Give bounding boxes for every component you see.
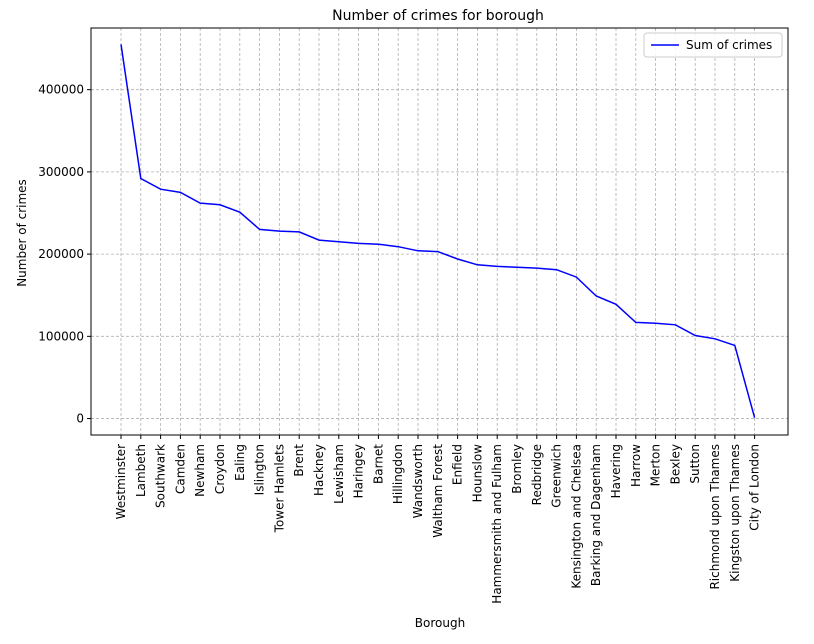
x-tick-label: Redbridge (530, 444, 544, 505)
x-tick-label: Barking and Dagenham (589, 444, 603, 586)
data-point (714, 338, 716, 340)
x-tick-label: Lewisham (332, 444, 346, 504)
series-layer (120, 43, 756, 419)
x-tick-label: Merton (649, 444, 663, 486)
x-tick-label: Brent (292, 444, 306, 477)
data-point (536, 267, 538, 269)
data-point (377, 243, 379, 245)
x-tick-label: Sutton (688, 444, 702, 484)
x-tick-label: Enfield (451, 444, 465, 485)
data-point (239, 211, 241, 213)
x-tick-label: Havering (609, 444, 623, 498)
data-point (417, 250, 419, 252)
legend-label: Sum of crimes (686, 38, 772, 52)
x-tick-label: City of London (748, 444, 762, 531)
x-tick-label: Islington (253, 444, 267, 495)
data-point (595, 295, 597, 297)
y-tick-label: 200000 (38, 247, 84, 261)
x-tick-label: Croydon (213, 444, 227, 494)
data-point (575, 276, 577, 278)
x-tick-label: Bromley (510, 444, 524, 494)
y-tick-label: 0 (76, 412, 84, 426)
data-point (694, 335, 696, 337)
x-tick-label: Barnet (371, 444, 385, 484)
x-tick-label: Ealing (233, 444, 247, 481)
data-point (674, 324, 676, 326)
x-tick-label: Westminster (114, 444, 128, 519)
series-line (120, 44, 756, 418)
data-point (476, 264, 478, 266)
y-axis: 0 100000 200000 300000 400000 (38, 83, 91, 426)
y-tick-label: 100000 (38, 329, 84, 343)
x-tick-label: Lambeth (134, 444, 148, 497)
plot-frame (90, 27, 789, 436)
data-point (754, 417, 756, 419)
x-tick-label: Bexley (668, 444, 682, 484)
x-tick-label: Hillingdon (391, 444, 405, 504)
x-tick-label: Hammersmith and Fulham (490, 444, 504, 604)
y-axis-label: Number of crimes (15, 179, 29, 287)
legend-box (643, 32, 783, 58)
x-tick-label: Richmond upon Thames (708, 444, 722, 590)
data-point (278, 230, 280, 232)
data-point (338, 241, 340, 243)
x-tick-label: Waltham Forest (431, 444, 445, 538)
data-point (655, 322, 657, 324)
x-tick-label: Hounslow (470, 444, 484, 503)
data-point (318, 239, 320, 241)
data-point (397, 246, 399, 248)
data-point (298, 231, 300, 233)
x-tick-label: Wandsworth (411, 444, 425, 518)
y-tick-label: 400000 (38, 83, 84, 97)
data-point (199, 202, 201, 204)
data-point (734, 344, 736, 346)
data-point (556, 269, 558, 271)
x-tick-label: Southwark (154, 444, 168, 508)
data-point (635, 321, 637, 323)
legend: Sum of crimes (643, 32, 783, 58)
y-tick-label: 300000 (38, 165, 84, 179)
data-point (457, 258, 459, 260)
x-tick-label: Kingston upon Thames (728, 444, 742, 582)
x-tick-label: Harrow (629, 444, 643, 487)
x-axis-label: Borough (415, 616, 465, 630)
data-point (219, 204, 221, 206)
data-point (358, 242, 360, 244)
x-axis: Westminster Lambeth Southwark Camden Newham C… (114, 435, 762, 604)
grid-layer (91, 28, 788, 435)
x-tick-label: Hackney (312, 444, 326, 496)
x-tick-label: Tower Hamlets (272, 444, 286, 533)
x-tick-label: Haringey (352, 444, 366, 498)
data-point (516, 266, 518, 268)
data-point (160, 188, 162, 190)
x-tick-label: Kensington and Chelsea (569, 444, 583, 589)
x-tick-label: Camden (173, 444, 187, 494)
data-point (259, 228, 261, 230)
chart-title: Number of crimes for borough (332, 8, 544, 24)
data-point (120, 43, 122, 45)
x-tick-label: Greenwich (550, 444, 564, 508)
data-point (615, 303, 617, 305)
data-point (140, 177, 142, 179)
data-point (496, 265, 498, 267)
data-point (437, 251, 439, 253)
data-point (179, 191, 181, 193)
x-tick-label: Newham (193, 444, 207, 497)
